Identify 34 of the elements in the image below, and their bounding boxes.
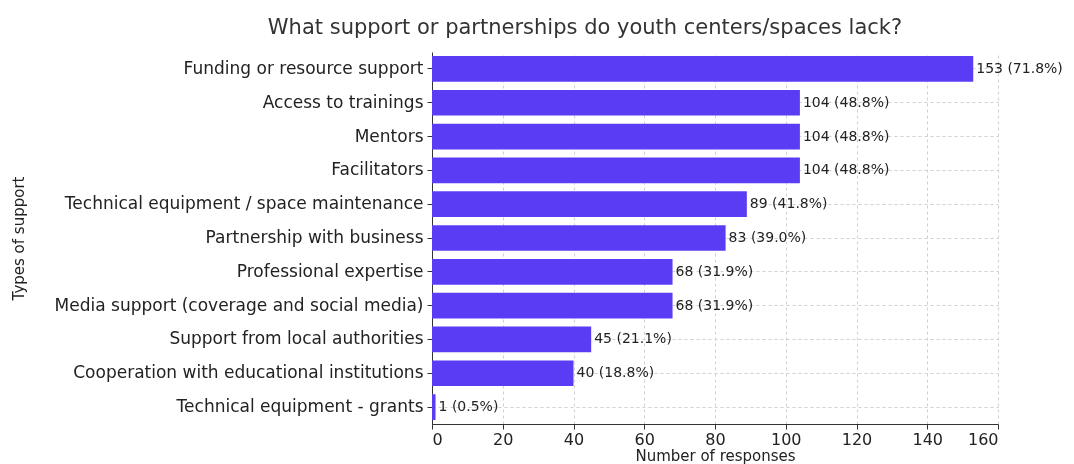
y-tick-label: Technical equipment / space maintenance xyxy=(63,193,424,214)
data-label: 1 (0.5%) xyxy=(438,398,499,415)
y-tick-label: Media support (coverage and social media) xyxy=(54,294,424,315)
x-tick-label: 100 xyxy=(770,429,802,449)
data-label: 40 (18.8%) xyxy=(576,364,655,381)
y-tick-label: Mentors xyxy=(354,125,424,146)
x-tick-label: 20 xyxy=(493,429,514,449)
y-axis-title: Types of support xyxy=(9,176,28,302)
data-label: 83 (39.0%) xyxy=(728,229,807,245)
x-tick-label: 160 xyxy=(967,429,999,449)
y-tick-label: Partnership with business xyxy=(205,227,424,247)
data-label: 68 (31.9%) xyxy=(675,262,754,279)
y-tick-label: Facilitators xyxy=(331,159,424,180)
x-tick-label: 140 xyxy=(912,429,944,449)
y-tick-label: Cooperation with educational institutions xyxy=(73,362,424,383)
x-tick-label: 60 xyxy=(634,429,655,449)
x-tick-label: 40 xyxy=(563,429,585,449)
data-label: 45 (21.1%) xyxy=(594,330,672,347)
data-label: 89 (41.8%) xyxy=(749,195,828,212)
x-tick-label: 120 xyxy=(841,429,873,449)
y-tick-label: Professional expertise xyxy=(236,260,424,281)
y-tick-label: Funding or resource support xyxy=(183,57,424,78)
x-axis-title: Number of responses xyxy=(635,446,796,464)
data-label: 104 (48.8%) xyxy=(802,93,890,110)
data-label: 104 (48.8%) xyxy=(802,127,890,144)
data-label: 153 (71.8%) xyxy=(976,59,1063,76)
y-tick-label: Access to trainings xyxy=(262,91,424,112)
chart-title: What support or partnerships do youth centers/spaces lack? xyxy=(267,15,903,39)
x-tick-label: 80 xyxy=(705,429,726,449)
y-tick-label: Technical equipment - grants xyxy=(175,396,424,417)
data-label: 104 (48.8%) xyxy=(802,161,890,178)
y-tick-label: Support from local authorities xyxy=(169,328,424,349)
data-label: 68 (31.9%) xyxy=(675,296,754,313)
x-tick-label: 0 xyxy=(432,429,443,449)
